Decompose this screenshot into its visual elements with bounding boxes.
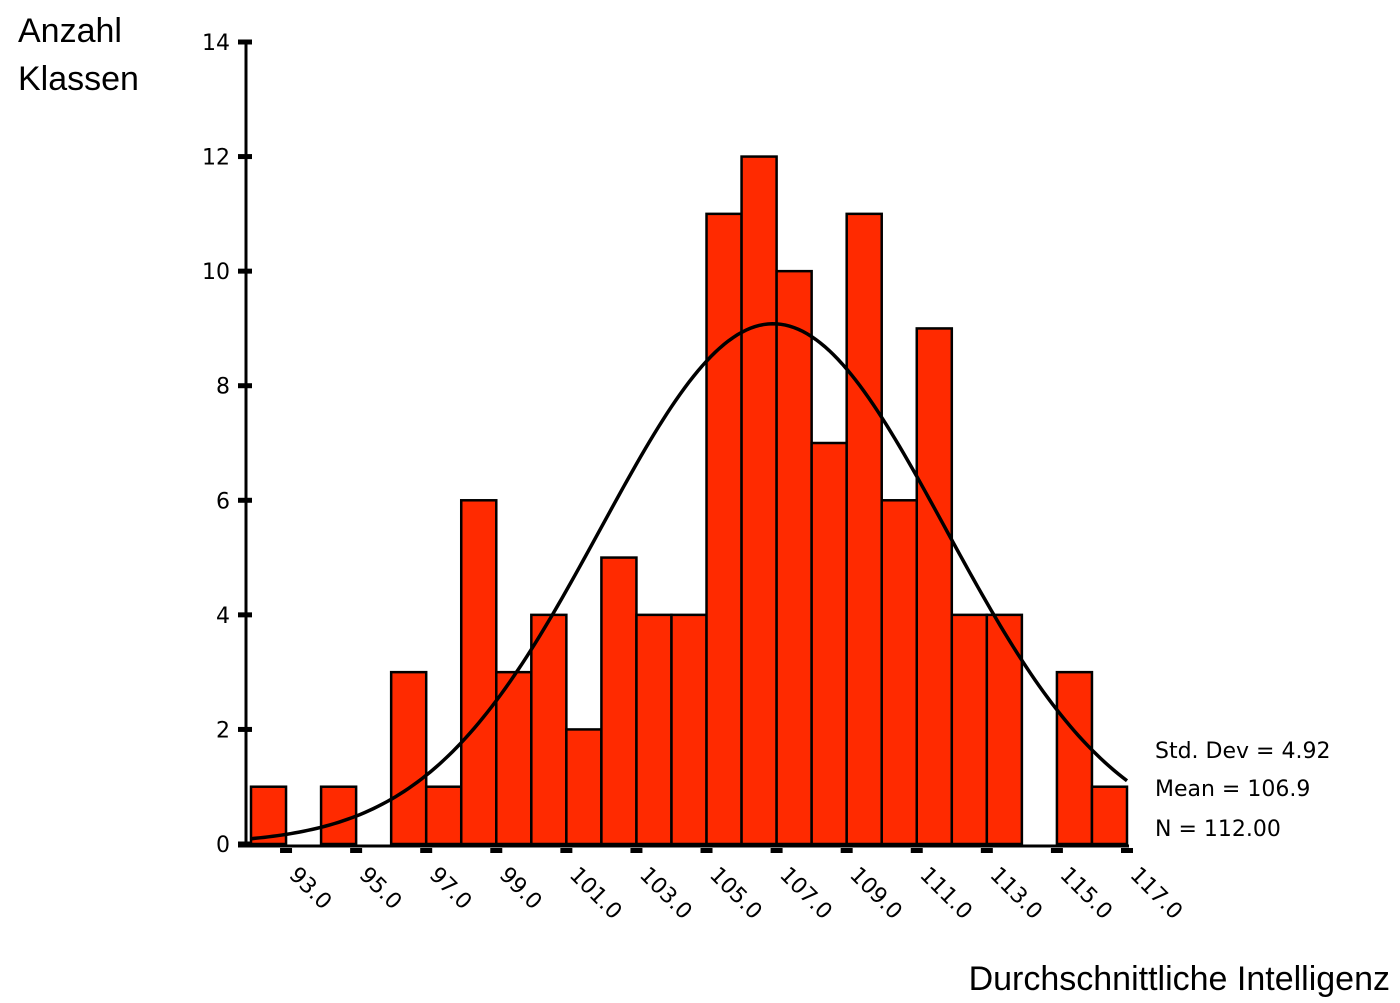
histogram-bar: [1090, 785, 1129, 846]
histogram-bar: [670, 613, 708, 846]
histogram-bar: [950, 613, 989, 846]
y-tick-label: 8: [216, 375, 230, 400]
x-tick-label: 115.0: [1055, 863, 1117, 925]
x-tick-label: 97.0: [424, 863, 476, 915]
y-tick-label: 12: [202, 146, 230, 171]
x-tick-mark: [1050, 848, 1063, 853]
y-tick-label: 0: [216, 833, 230, 858]
histogram-bar: [319, 785, 358, 846]
histogram-bar: [389, 670, 428, 846]
histogram-bar: [530, 613, 568, 846]
stats-std-dev: Std. Dev = 4.92: [1155, 739, 1330, 764]
y-ticks-group: 0 2 4 6 8 10 12 14: [202, 31, 252, 858]
x-tick-mark: [770, 848, 783, 853]
histogram-bar: [565, 728, 603, 846]
histogram-bar: [600, 556, 638, 846]
normal-curve: [250, 322, 1129, 841]
x-tick-label: 111.0: [915, 863, 977, 925]
histogram-bar: [635, 613, 673, 846]
x-tick-label: 101.0: [564, 863, 626, 925]
histogram-bar: [459, 499, 498, 846]
x-tick-mark: [280, 848, 293, 853]
x-tick-mark: [560, 848, 573, 853]
x-tick-label: 95.0: [354, 863, 406, 915]
histogram-bar: [249, 785, 288, 846]
histogram-bar: [915, 327, 954, 846]
x-tick-mark: [490, 848, 503, 853]
x-tick-label: 103.0: [634, 863, 696, 925]
y-axis-title-line-1: Anzahl: [18, 12, 122, 50]
x-tick-mark: [700, 848, 713, 853]
stats-mean: Mean = 106.9: [1155, 777, 1310, 802]
x-tick-mark: [420, 848, 433, 853]
x-tick-mark: [840, 848, 853, 853]
x-ticks-group: 93.0 95.0 97.0 99.0 101.0 103.0 105.0 107.0 109.…: [280, 848, 1187, 925]
bars-group: [249, 155, 1129, 846]
x-tick-label: 105.0: [704, 863, 766, 925]
x-tick-label: 107.0: [774, 863, 836, 925]
histogram-bar: [1055, 670, 1094, 846]
histogram-bar: [845, 212, 883, 846]
x-tick-mark: [980, 848, 993, 853]
x-tick-label: 99.0: [494, 863, 546, 915]
x-tick-mark: [630, 848, 643, 853]
histogram-bar: [424, 785, 463, 846]
stats-n: N = 112.00: [1155, 817, 1281, 842]
histogram-bar: [810, 441, 848, 846]
x-tick-label: 113.0: [985, 863, 1047, 925]
y-tick-label: 4: [216, 604, 230, 629]
histogram-bar: [495, 670, 533, 846]
histogram-bar: [775, 269, 813, 846]
histogram-bar: [740, 155, 778, 846]
histogram-bar: [705, 212, 743, 846]
x-tick-mark: [910, 848, 923, 853]
x-tick-label: 93.0: [284, 863, 336, 915]
axes-group: [238, 40, 1129, 848]
y-tick-label: 2: [216, 718, 230, 743]
x-tick-mark: [350, 848, 363, 853]
x-tick-label: 117.0: [1125, 863, 1187, 925]
x-axis-title: Durchschnittliche Intelligenz: [969, 960, 1390, 998]
histogram-bar: [880, 499, 919, 846]
y-axis-title-line-2: Klassen: [18, 60, 139, 98]
x-tick-mark: [1121, 848, 1133, 853]
y-tick-label: 10: [202, 260, 230, 285]
y-tick-label: 6: [216, 489, 230, 514]
y-tick-label: 14: [202, 31, 230, 56]
x-tick-label: 109.0: [844, 863, 906, 925]
